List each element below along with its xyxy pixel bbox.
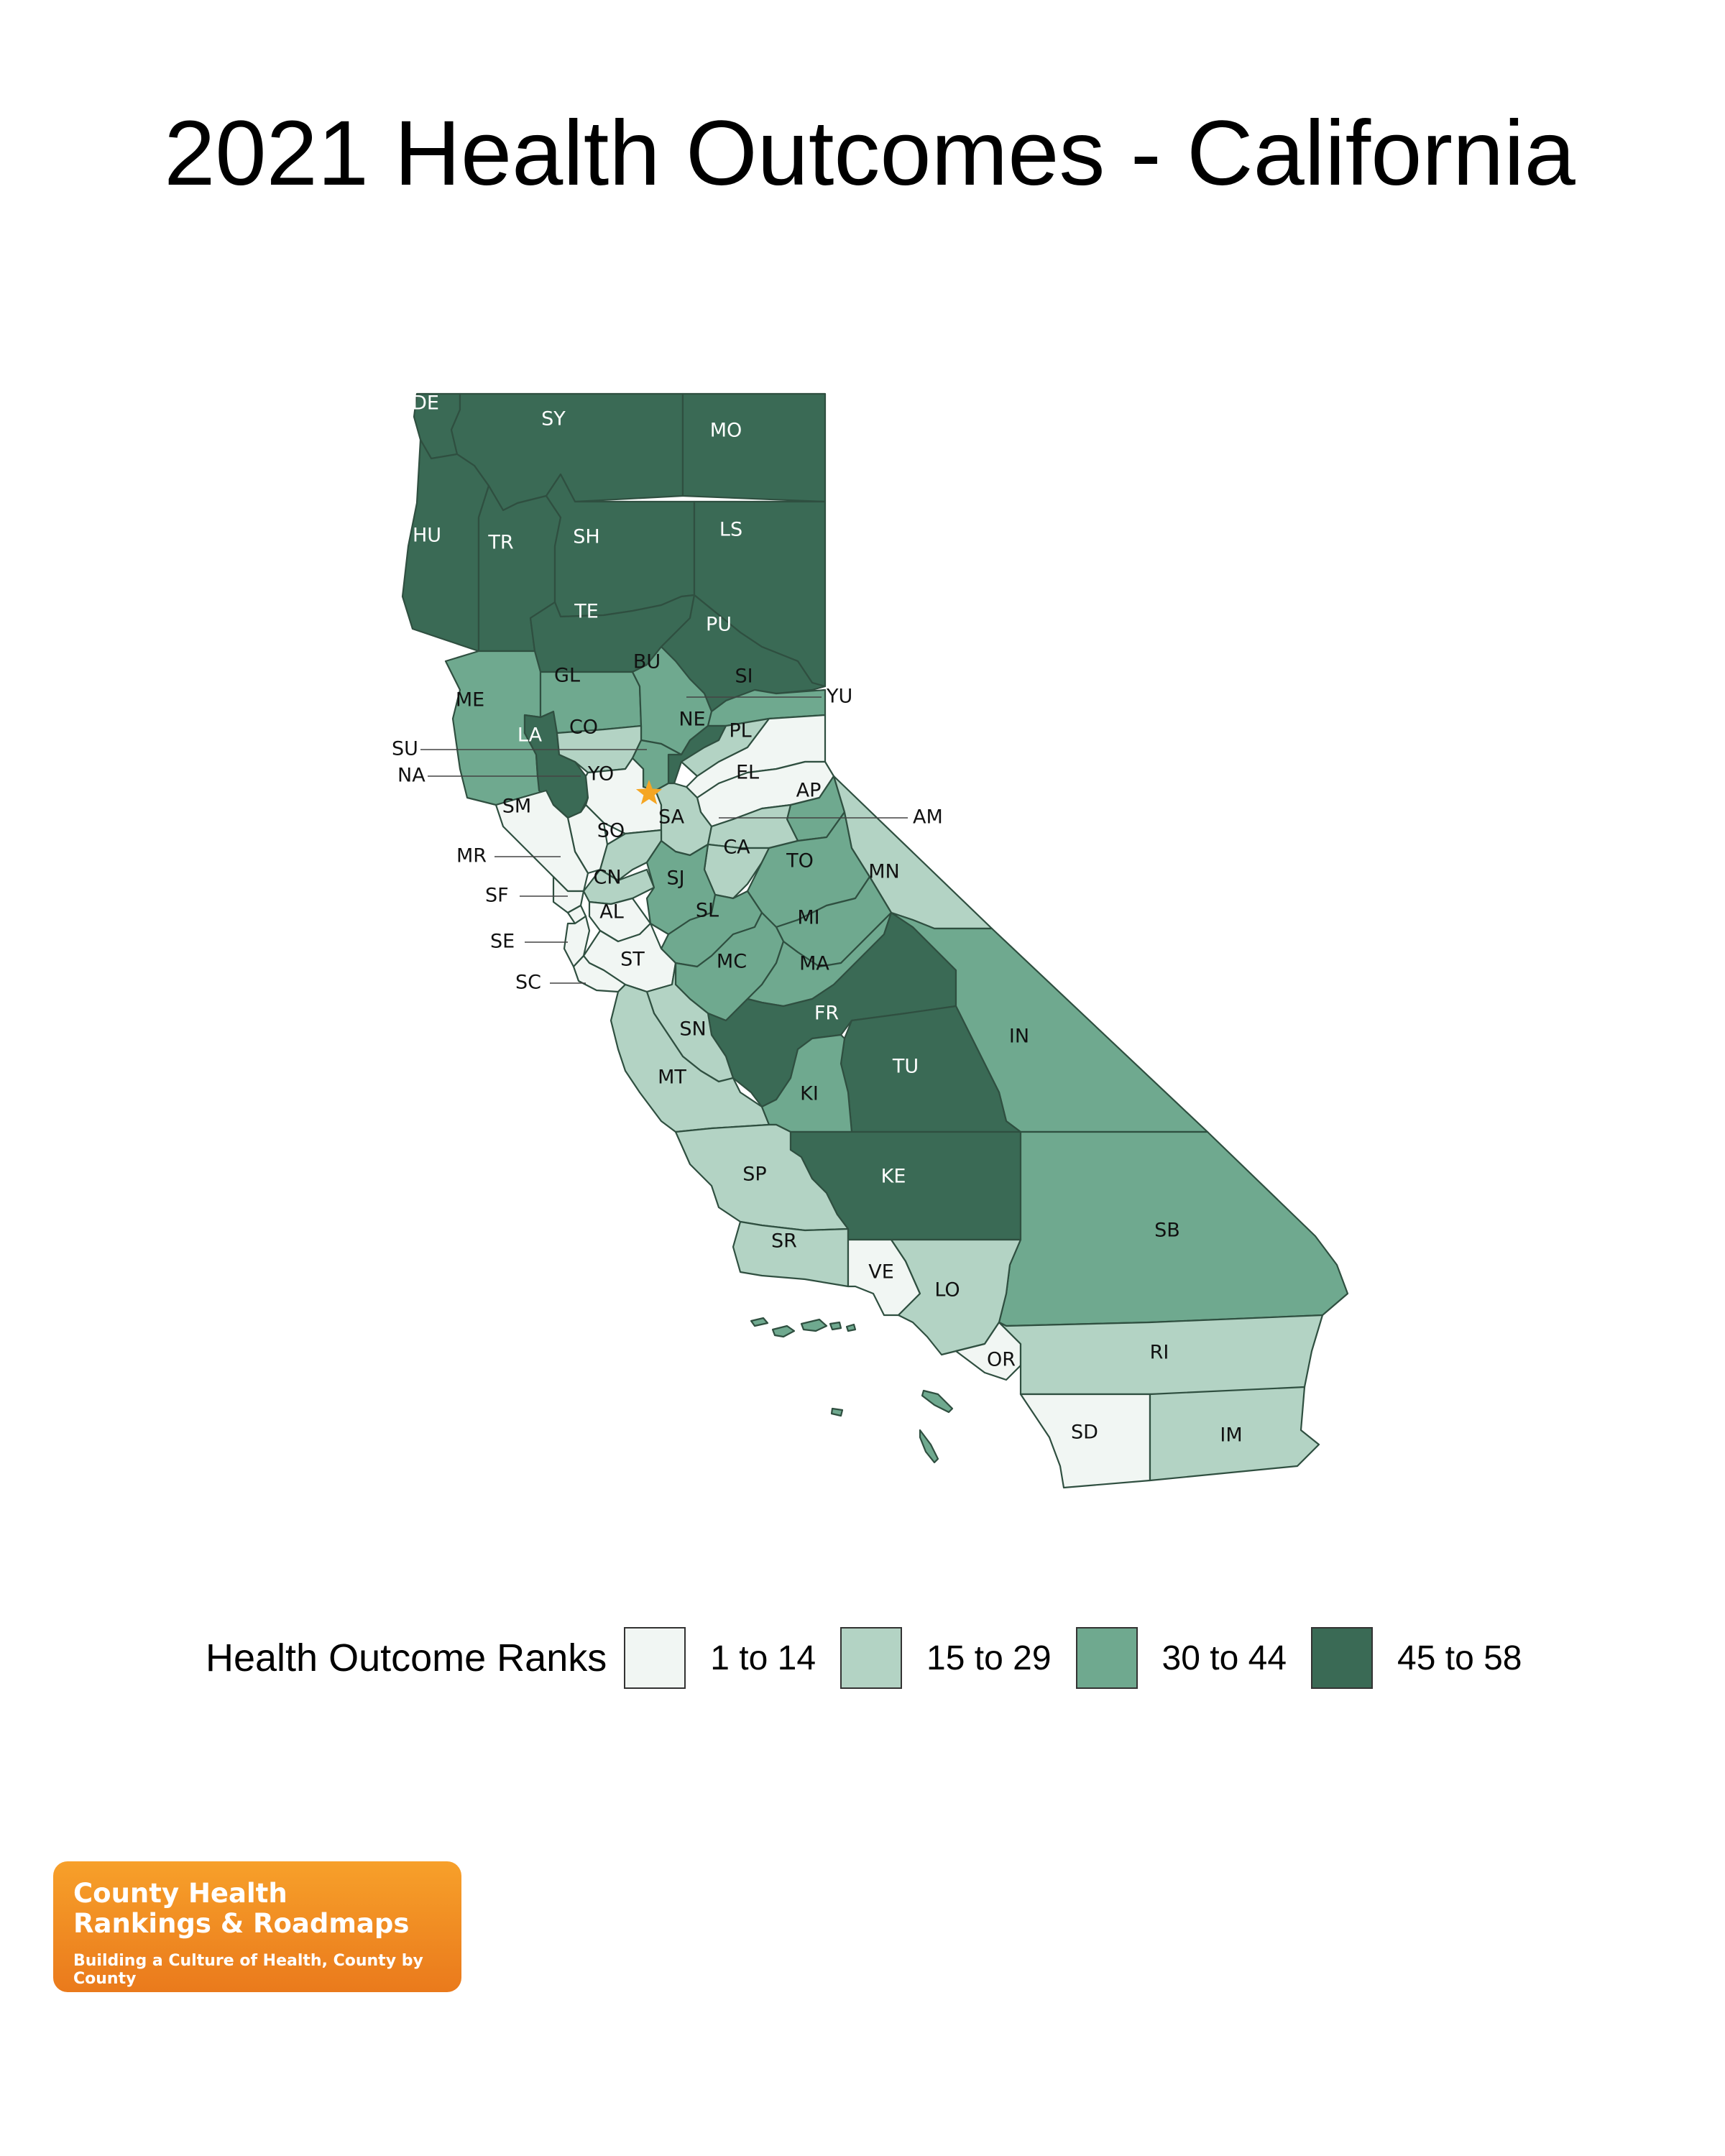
county-label-mn: MN <box>868 861 900 883</box>
logo-tagline: Building a Culture of Health, County by … <box>73 1952 423 1988</box>
county-label-yu: YU <box>826 686 852 708</box>
county-label-co: CO <box>569 717 598 739</box>
island-shape <box>845 1323 857 1332</box>
legend-label-4: 45 to 58 <box>1397 1639 1522 1677</box>
island-shape <box>829 1321 842 1331</box>
legend-swatch-4 <box>1311 1627 1374 1689</box>
county-label-de: DE <box>412 392 439 415</box>
county-label-mt: MT <box>658 1067 686 1089</box>
island-shape <box>771 1325 796 1338</box>
county-label-sf: SF <box>485 885 509 907</box>
county-label-yo: YO <box>587 763 614 786</box>
county-label-mo: MO <box>710 420 742 442</box>
county-label-am: AM <box>913 806 943 829</box>
county-label-sn: SN <box>679 1018 706 1041</box>
county-label-lo: LO <box>934 1279 960 1302</box>
island-shape <box>921 1389 954 1414</box>
county-label-in: IN <box>1009 1026 1029 1048</box>
county-sm <box>494 789 589 893</box>
county-health-rankings-logo: County Health Rankings & Roadmaps Buildi… <box>53 1861 461 1992</box>
county-label-hu: HU <box>413 525 441 547</box>
county-label-sm: SM <box>502 796 531 818</box>
county-label-te: TE <box>574 601 599 623</box>
county-label-me: ME <box>456 689 484 711</box>
county-label-cn: CN <box>593 867 621 889</box>
county-label-sh: SH <box>573 526 599 548</box>
island-shape <box>750 1317 769 1327</box>
legend-item-2: 15 to 29 <box>840 1627 1075 1689</box>
county-label-ki: KI <box>800 1083 819 1105</box>
county-label-mi: MI <box>797 907 819 929</box>
county-label-ma: MA <box>799 953 829 975</box>
legend-swatch-2 <box>840 1627 903 1689</box>
county-label-sa: SA <box>658 806 685 829</box>
star-icon <box>635 780 663 805</box>
county-label-sl: SL <box>696 900 719 922</box>
county-mo <box>681 392 827 503</box>
county-label-ke: KE <box>881 1166 906 1188</box>
island-shape <box>830 1407 844 1417</box>
county-label-la: LA <box>518 724 543 747</box>
legend-label-1: 1 to 14 <box>710 1639 816 1677</box>
legend-label-2: 15 to 29 <box>926 1639 1052 1677</box>
county-label-si: SI <box>735 665 753 688</box>
legend: Health Outcome Ranks 1 to 14 15 to 29 30… <box>206 1626 1547 1690</box>
county-label-sc: SC <box>515 972 541 994</box>
county-label-sr: SR <box>771 1230 797 1253</box>
county-label-na: NA <box>397 765 426 787</box>
county-se <box>563 915 591 968</box>
county-label-mc: MC <box>717 951 747 973</box>
county-label-st: ST <box>620 949 645 971</box>
county-label-se: SE <box>490 931 515 953</box>
county-label-ri: RI <box>1150 1342 1169 1364</box>
county-label-sp: SP <box>742 1164 766 1186</box>
county-label-ve: VE <box>868 1261 894 1284</box>
county-label-pl: PL <box>729 720 751 742</box>
county-im <box>1149 1386 1320 1482</box>
legend-item-4: 45 to 58 <box>1311 1627 1546 1689</box>
county-label-to: TO <box>786 850 814 872</box>
legend-item-1: 1 to 14 <box>624 1627 840 1689</box>
island-shape <box>919 1429 939 1464</box>
county-label-mr: MR <box>456 845 487 867</box>
county-label-su: SU <box>392 738 418 760</box>
legend-item-3: 30 to 44 <box>1075 1627 1311 1689</box>
county-label-tr: TR <box>487 532 513 554</box>
logo-line-2: Rankings & Roadmaps <box>73 1908 410 1939</box>
county-label-sj: SJ <box>666 867 684 890</box>
legend-label-3: 30 to 44 <box>1162 1639 1287 1677</box>
county-label-ca: CA <box>723 837 750 859</box>
legend-swatch-1 <box>624 1627 686 1689</box>
county-label-sb: SB <box>1154 1220 1180 1242</box>
county-label-so: SO <box>597 820 625 842</box>
county-label-ls: LS <box>719 519 742 541</box>
island-shape <box>800 1318 828 1332</box>
legend-title: Health Outcome Ranks <box>206 1636 607 1680</box>
county-lo <box>890 1238 1022 1356</box>
county-label-tu: TU <box>892 1056 919 1078</box>
county-label-or: OR <box>987 1349 1016 1371</box>
county-label-ne: NE <box>678 709 705 731</box>
county-label-sy: SY <box>541 408 566 430</box>
legend-swatch-3 <box>1075 1627 1138 1689</box>
page-title: 2021 Health Outcomes - California <box>164 102 1576 205</box>
county-label-sd: SD <box>1071 1422 1098 1444</box>
county-label-al: AL <box>599 901 624 923</box>
county-label-gl: GL <box>554 665 580 687</box>
county-label-fr: FR <box>814 1003 839 1025</box>
county-sr <box>732 1220 850 1288</box>
county-label-ap: AP <box>796 780 822 802</box>
county-label-bu: BU <box>633 651 661 673</box>
logo-line-1: County Health <box>73 1878 288 1909</box>
county-label-el: EL <box>736 762 759 784</box>
county-label-pu: PU <box>706 614 732 636</box>
county-label-im: IM <box>1220 1424 1242 1447</box>
